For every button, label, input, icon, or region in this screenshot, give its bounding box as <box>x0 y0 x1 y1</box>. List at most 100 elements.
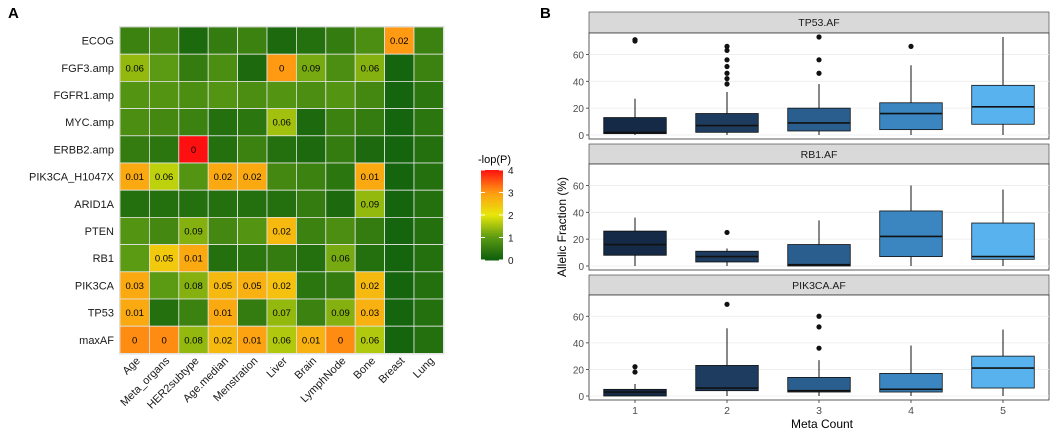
cell-label: 0.08 <box>184 335 203 346</box>
outlier-point <box>816 345 822 351</box>
legend-gradient-step <box>481 192 503 195</box>
legend-gradient-step <box>481 207 503 210</box>
cell-label: 0.03 <box>125 281 144 292</box>
heatmap-cell <box>384 135 415 164</box>
heatmap-cell <box>119 135 150 164</box>
cell-label: 0.06 <box>125 63 144 74</box>
heatmap-cell <box>295 108 327 137</box>
legend-gradient-step <box>481 231 503 234</box>
legend-gradient-step <box>481 200 503 202</box>
outlier-point <box>724 81 730 87</box>
legend-gradient-step <box>481 174 503 177</box>
outlier-point <box>724 63 730 70</box>
column-label: Bone <box>351 355 378 382</box>
x-tick-label: 5 <box>1000 405 1006 417</box>
heatmap-cell <box>119 271 150 300</box>
heatmap-cell <box>413 298 444 327</box>
cell-label: 0.02 <box>272 281 291 292</box>
legend-gradient-step <box>481 239 503 241</box>
cell-label: 0.09 <box>361 199 380 210</box>
box <box>695 113 759 133</box>
heatmap-cell <box>237 216 268 245</box>
heatmap-cell <box>295 216 327 245</box>
box <box>603 230 667 256</box>
outlier-point <box>724 301 730 307</box>
heatmap-cell <box>413 162 444 191</box>
cell-label: 0 <box>191 145 196 156</box>
heatmap-cell <box>148 162 180 191</box>
outlier-point <box>724 47 730 54</box>
outlier-point <box>632 369 638 375</box>
heatmap-cell <box>413 244 444 273</box>
heatmap-cell <box>207 216 238 245</box>
heatmap-cell <box>295 298 327 327</box>
y-tick-label: 0 <box>578 262 584 273</box>
heatmap-cell <box>119 26 150 55</box>
legend-gradient-step <box>481 237 503 240</box>
cell-label: 0.01 <box>184 254 203 265</box>
row-label: maxAF <box>79 335 114 347</box>
legend-gradient-step <box>481 248 503 250</box>
heatmap-cell <box>207 108 238 137</box>
heatmap-cell <box>178 108 209 137</box>
legend-gradient-step <box>481 221 503 223</box>
heatmap-cell <box>354 244 386 273</box>
column-label: Liver <box>264 355 290 381</box>
facet-title: PIK3CA.AF <box>792 280 846 292</box>
legend-gradient-step <box>481 236 503 238</box>
y-tick-label: 40 <box>573 77 585 88</box>
cell-label: 0 <box>132 335 137 346</box>
heatmap-legend: -lop(P) 4 3 2 1 0 <box>478 154 514 267</box>
row-label: RB1 <box>93 253 114 265</box>
cell-label: 0.08 <box>184 281 203 292</box>
legend-gradient-step <box>481 252 503 255</box>
legend-tick-label: 4 <box>508 166 514 177</box>
heatmap-cell <box>148 216 180 245</box>
legend-gradient-step <box>481 215 503 217</box>
legend-gradient-step <box>481 240 503 243</box>
panel-label-a: A <box>8 5 19 22</box>
heatmap-cell <box>119 53 150 82</box>
heatmap-cell <box>295 81 327 110</box>
cell-label: 0.01 <box>125 308 144 319</box>
heatmap-cell <box>266 26 297 55</box>
cell-label: 0.06 <box>272 335 291 346</box>
heatmap-cell <box>354 216 386 245</box>
legend-gradient-step <box>481 179 503 181</box>
heatmap-cell <box>413 271 444 300</box>
heatmap-cell <box>325 325 356 354</box>
row-label: TP53 <box>88 308 114 320</box>
box <box>971 355 1035 389</box>
cell-label: 0 <box>161 335 166 346</box>
heatmap-cell <box>354 271 386 300</box>
box <box>603 117 667 135</box>
heatmap-cell <box>178 26 209 55</box>
facet-title: RB1.AF <box>801 149 838 161</box>
heatmap-cell <box>325 53 356 82</box>
column-label: Age <box>120 355 142 377</box>
outlier-point <box>816 324 822 330</box>
panel-label-b: B <box>540 5 551 22</box>
heatmap-cell <box>325 189 356 218</box>
legend-gradient-step <box>481 222 503 225</box>
heatmap-cell <box>413 189 444 218</box>
heatmap-cell <box>148 108 180 137</box>
heatmap-cell <box>325 108 356 137</box>
heatmap-cell <box>413 216 444 245</box>
legend-gradient-step <box>481 224 503 226</box>
heatmap-cell <box>207 135 238 164</box>
x-axis-label: Meta Count <box>791 417 854 431</box>
cell-label: 0.09 <box>331 308 350 319</box>
y-tick-label: 60 <box>573 312 585 323</box>
box <box>787 244 851 267</box>
cell-label: 0.02 <box>272 227 291 238</box>
row-label: ERBB2.amp <box>53 144 114 156</box>
heatmap-cell <box>384 271 415 300</box>
legend-tick-label: 1 <box>508 234 514 245</box>
outlier-point <box>724 43 730 49</box>
cell-label: 0.07 <box>272 308 291 319</box>
heatmap-cell <box>295 135 327 164</box>
legend-gradient-step <box>481 245 503 247</box>
heatmap-cell <box>295 189 327 218</box>
outlier-point <box>724 70 730 76</box>
